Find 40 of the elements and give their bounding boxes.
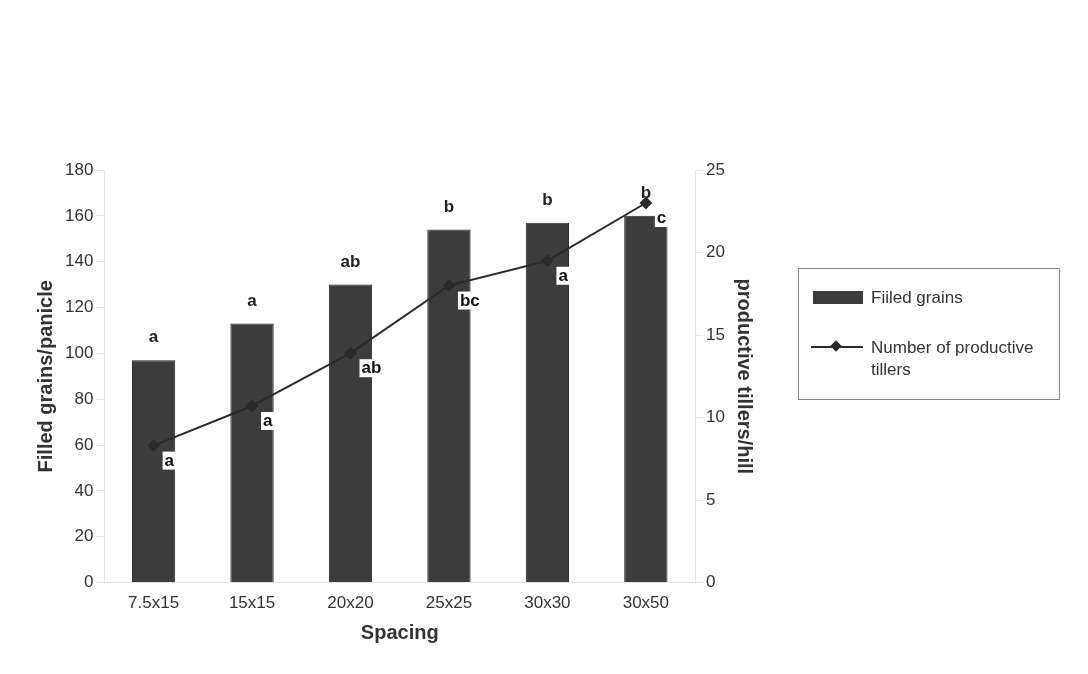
y-tick-label: 180 xyxy=(64,159,94,179)
data-label: bc xyxy=(459,290,480,310)
data-label: ab xyxy=(340,251,361,271)
y2-tick-label: 10 xyxy=(706,407,726,427)
x-tick-label: 30x30 xyxy=(524,593,571,613)
data-label: a xyxy=(164,450,175,470)
x-tick-label: 25x25 xyxy=(425,593,473,613)
y-tick-label: 20 xyxy=(74,526,94,546)
y-axis-title: Filled grains/panicle xyxy=(33,280,56,473)
point xyxy=(639,197,652,210)
y-tick-label: 160 xyxy=(64,205,94,225)
legend-label: Number of productive tillers xyxy=(871,337,1035,382)
y2-tick-label: 0 xyxy=(706,572,716,592)
legend-label: Fiiled grains xyxy=(871,287,963,309)
y2-tick-label: 25 xyxy=(706,159,726,179)
y-tick-label: 0 xyxy=(83,572,94,592)
y2-axis-title: productive tillers/hill xyxy=(734,278,757,475)
x-axis-title: Spacing xyxy=(360,620,439,643)
y-tick-label: 100 xyxy=(64,343,94,363)
y2-tick-label: 15 xyxy=(706,324,726,344)
y2-tick-label: 5 xyxy=(706,489,716,509)
data-label: a xyxy=(263,411,274,431)
data-label: a xyxy=(148,327,159,347)
data-label: ab xyxy=(361,358,382,378)
y-tick-label: 60 xyxy=(74,434,94,454)
y-tick-label: 140 xyxy=(64,251,94,271)
y2-tick-label: 20 xyxy=(706,242,726,262)
x-tick-label: 30x50 xyxy=(622,593,670,613)
x-tick-label: 15x15 xyxy=(228,593,276,613)
x-tick-label: 20x20 xyxy=(327,593,374,613)
data-label: b xyxy=(542,189,553,209)
data-label: a xyxy=(558,265,569,285)
y-tick-label: 40 xyxy=(74,480,94,500)
y-tick-label: 120 xyxy=(64,297,94,317)
data-label: b xyxy=(640,183,652,203)
x-tick-label: 7.5x15 xyxy=(128,593,180,613)
data-label: a xyxy=(247,290,258,310)
data-label: b xyxy=(443,196,455,216)
data-label: c xyxy=(656,208,667,228)
y-tick-label: 80 xyxy=(74,388,94,408)
